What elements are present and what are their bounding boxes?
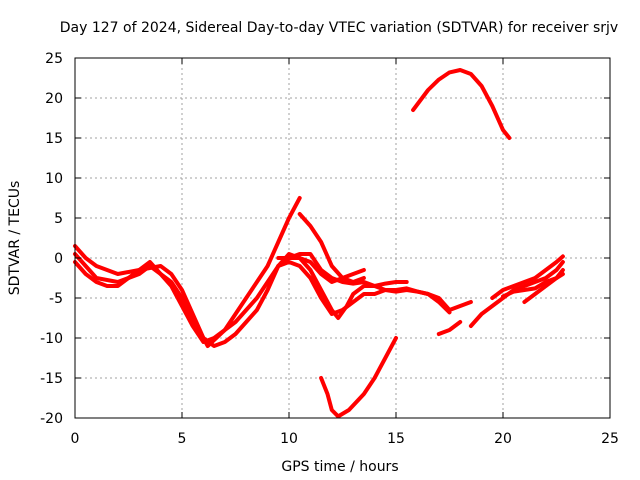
x-tick-label: 10	[280, 431, 298, 447]
series-trace-a	[73, 196, 302, 348]
x-tick-label: 5	[178, 431, 187, 447]
x-tick-label: 0	[71, 431, 80, 447]
series-trace-m	[522, 268, 565, 304]
series-trace-j	[468, 260, 565, 328]
axis-ticks: 0 5 10 15 20 25 25 20 15 10 5 0 -5 -10 -15 -20	[40, 51, 619, 447]
y-tick-label: 20	[45, 91, 63, 107]
y-tick-label: -5	[49, 291, 63, 307]
y-tick-label: 10	[45, 171, 63, 187]
series-trace-e	[276, 260, 452, 316]
series-trace-c	[73, 256, 409, 344]
y-tick-label: 0	[54, 251, 63, 267]
x-tick-label: 20	[494, 431, 512, 447]
x-axis-label: GPS time / hours	[281, 459, 398, 475]
x-tick-label: 25	[601, 431, 619, 447]
y-tick-label: 25	[45, 51, 63, 67]
series-trace-g	[319, 336, 398, 419]
series-trace-f	[297, 212, 366, 284]
y-tick-label: -15	[40, 371, 63, 387]
y-tick-label: -10	[40, 331, 63, 347]
y-tick-label: 5	[54, 211, 63, 227]
grid-lines	[75, 58, 610, 418]
plot-frame	[74, 57, 611, 419]
series-trace-i	[436, 320, 463, 336]
series-trace-h	[411, 68, 512, 140]
y-tick-label: -20	[40, 411, 63, 427]
chart-title: Day 127 of 2024, Sidereal Day-to-day VTE…	[60, 20, 618, 36]
series-trace-d	[276, 252, 473, 312]
y-tick-label: 15	[45, 131, 63, 147]
series-trace-k	[490, 254, 565, 300]
x-tick-label: 15	[387, 431, 405, 447]
series-trace-b	[73, 252, 366, 348]
data-series	[73, 68, 565, 419]
y-axis-label: SDTVAR / TECUs	[7, 181, 23, 296]
